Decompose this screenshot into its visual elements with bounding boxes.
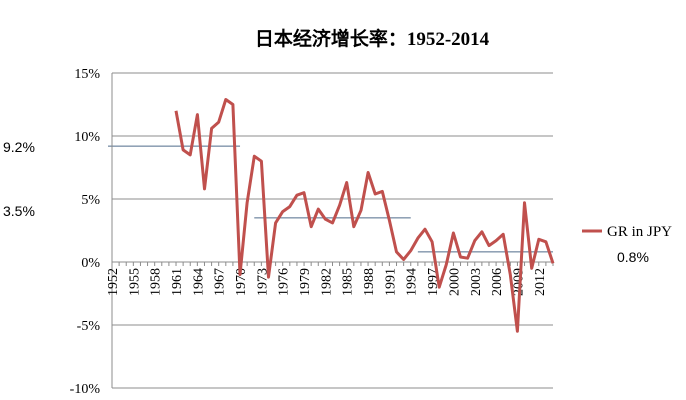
x-tick-label: 1976 — [277, 268, 292, 296]
y-tick-label: -10% — [70, 382, 101, 397]
y-tick-label: 0% — [81, 256, 100, 271]
average-labels: 9.2% 3.5% 0.8% — [3, 139, 649, 265]
x-tick-label: 2003 — [469, 268, 484, 296]
y-tick-label: 15% — [74, 67, 100, 82]
x-tick-label: 1979 — [298, 268, 313, 296]
average-label-3: 0.8% — [617, 249, 649, 265]
x-tick-label: 1982 — [319, 268, 334, 296]
y-tick-label: -5% — [77, 319, 101, 334]
x-tick-label: 1964 — [191, 268, 206, 296]
chart-title: 日本经济增长率：1952-2014 — [255, 27, 490, 50]
average-label-2: 3.5% — [3, 203, 35, 219]
x-tick-label: 2000 — [447, 268, 462, 296]
legend-label: GR in JPY — [607, 224, 672, 240]
y-tick-label: 10% — [74, 130, 100, 145]
series-layer — [174, 98, 555, 333]
average-label-1: 9.2% — [3, 139, 35, 155]
x-tick-label: 1985 — [341, 268, 356, 296]
x-tick-label: 1994 — [405, 268, 420, 296]
x-tick-label: 1955 — [127, 268, 142, 296]
x-tick-label: 1973 — [255, 268, 270, 296]
x-tick-label: 1991 — [383, 268, 398, 296]
x-tick-label: 1970 — [234, 268, 249, 296]
y-tick-label: 5% — [81, 193, 100, 208]
x-tick-label: 1958 — [149, 268, 164, 296]
legend: GR in JPY — [582, 224, 672, 240]
series-line — [174, 98, 555, 333]
x-tick-label: 1961 — [170, 268, 185, 296]
x-tick-label: 2012 — [533, 268, 548, 296]
x-tick-label: 1988 — [362, 268, 377, 296]
x-axis: 1952 1955 1958 1961 1964 1967 1970 1973 1976 1979… — [106, 262, 554, 296]
x-tick-label: 1952 — [106, 268, 121, 296]
x-tick-label: 1967 — [213, 268, 228, 296]
y-axis: 15% 10% 5% 0% -5% -10% — [70, 67, 113, 397]
grid-lines — [112, 72, 553, 389]
x-tick-label: 2006 — [490, 268, 505, 296]
